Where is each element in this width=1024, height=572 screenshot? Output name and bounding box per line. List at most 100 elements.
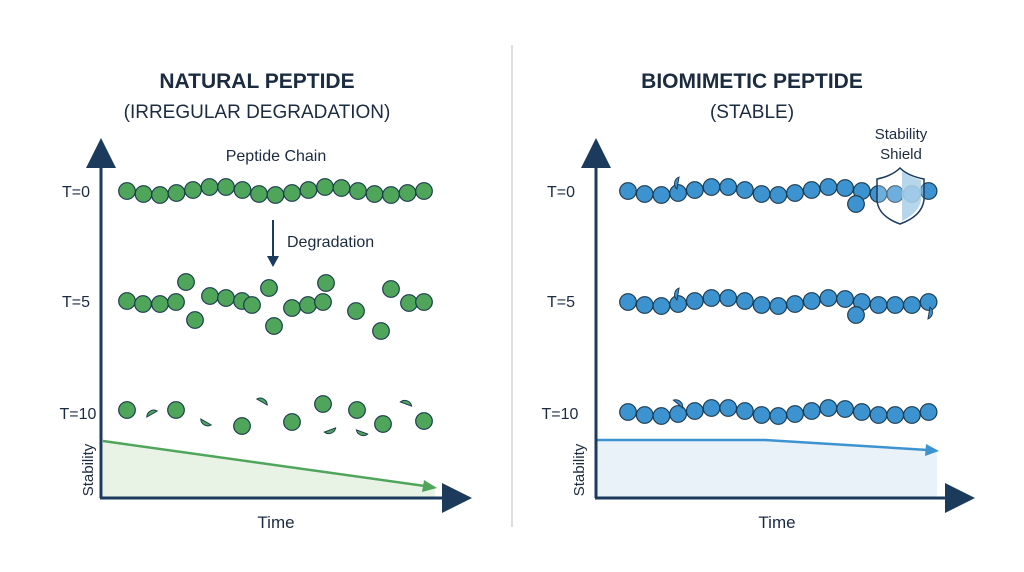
bead [167,184,186,202]
bead [669,184,687,202]
bead [769,407,788,425]
bead [619,182,637,200]
bead [118,401,136,419]
stability-shield-icon [876,166,925,225]
bead [802,402,821,420]
bead [652,407,671,425]
bead [314,395,332,413]
bead [652,297,671,315]
bead [118,182,136,200]
bead [250,185,268,203]
bead [802,292,821,310]
bead [769,186,788,204]
bead [919,403,938,421]
bead [348,401,366,419]
bead [217,289,235,307]
bead [886,296,905,314]
bead [847,306,865,324]
right-time-label-5: T=5 [547,294,575,311]
bead [786,295,804,313]
bead [903,406,921,424]
left-subtitle: (IRREGULAR DEGRADATION) [124,102,391,123]
bead-fragment [200,418,213,427]
bead [736,292,754,310]
shield-label-line2: Shield [880,146,922,163]
bead [669,405,687,423]
bead [685,402,704,420]
bead-fragment [672,399,684,409]
bead [836,400,854,418]
left-time-label-0: T=0 [62,184,90,201]
bead [869,406,888,424]
left-title: NATURAL PEPTIDE [159,70,354,93]
bead-fragment [399,399,413,407]
bead [382,186,400,204]
bead [283,413,301,431]
bead [836,290,854,308]
bead [134,185,153,203]
bead [316,178,334,196]
bead [332,179,351,197]
bead [233,181,252,199]
bead [243,296,261,314]
degradation-label: Degradation [287,234,374,251]
bead [886,406,905,424]
bead [847,195,865,213]
right-time-label-0: T=0 [547,184,575,201]
bead [415,293,433,311]
right-x-axis-label: Time [758,513,795,532]
bead [836,179,854,197]
bead [349,182,367,200]
left-y-axis-label: Stability [80,443,97,496]
bead [299,181,318,199]
bead [635,296,654,314]
bead [260,279,278,297]
bead [382,280,400,298]
bead [669,295,687,313]
bead-fragment [355,429,369,437]
bead [134,295,152,313]
bead [151,186,169,204]
left-stability-area [103,441,435,497]
right-stability-line [597,438,929,452]
bead [151,295,169,313]
peptide-chain-label: Peptide Chain [226,148,327,165]
shield-label-line1: Stability [875,126,928,143]
bead [736,181,754,199]
bead [283,299,301,317]
bead [217,178,235,196]
bead-fragment [674,287,680,301]
bead [365,185,384,203]
bead [685,292,704,310]
bead [201,287,219,305]
right-stability-arrowhead [925,444,939,456]
bead [685,181,704,199]
right-y-axis-label: Stability [571,443,588,496]
bead [619,293,637,311]
bead [266,186,285,204]
right-stability-area [597,440,937,497]
bead [167,401,185,419]
left-time-label-10: T=10 [60,406,97,423]
bead [314,293,332,311]
bead [702,399,721,417]
bead [819,178,838,196]
bead [398,184,417,202]
bead [374,415,392,433]
bead [869,296,888,314]
bead [719,289,738,307]
bead [919,293,938,311]
bead [752,296,771,314]
bead [372,322,390,340]
bead [233,417,251,435]
bead [819,399,838,417]
peptide-beads [118,176,938,437]
right-title: BIOMIMETIC PEPTIDE [641,70,863,93]
bead [786,405,804,423]
left-stability-arrowhead [422,480,437,492]
bead [317,274,335,292]
left-time-label-5: T=5 [62,294,90,311]
bead [719,178,738,196]
bead [635,406,654,424]
